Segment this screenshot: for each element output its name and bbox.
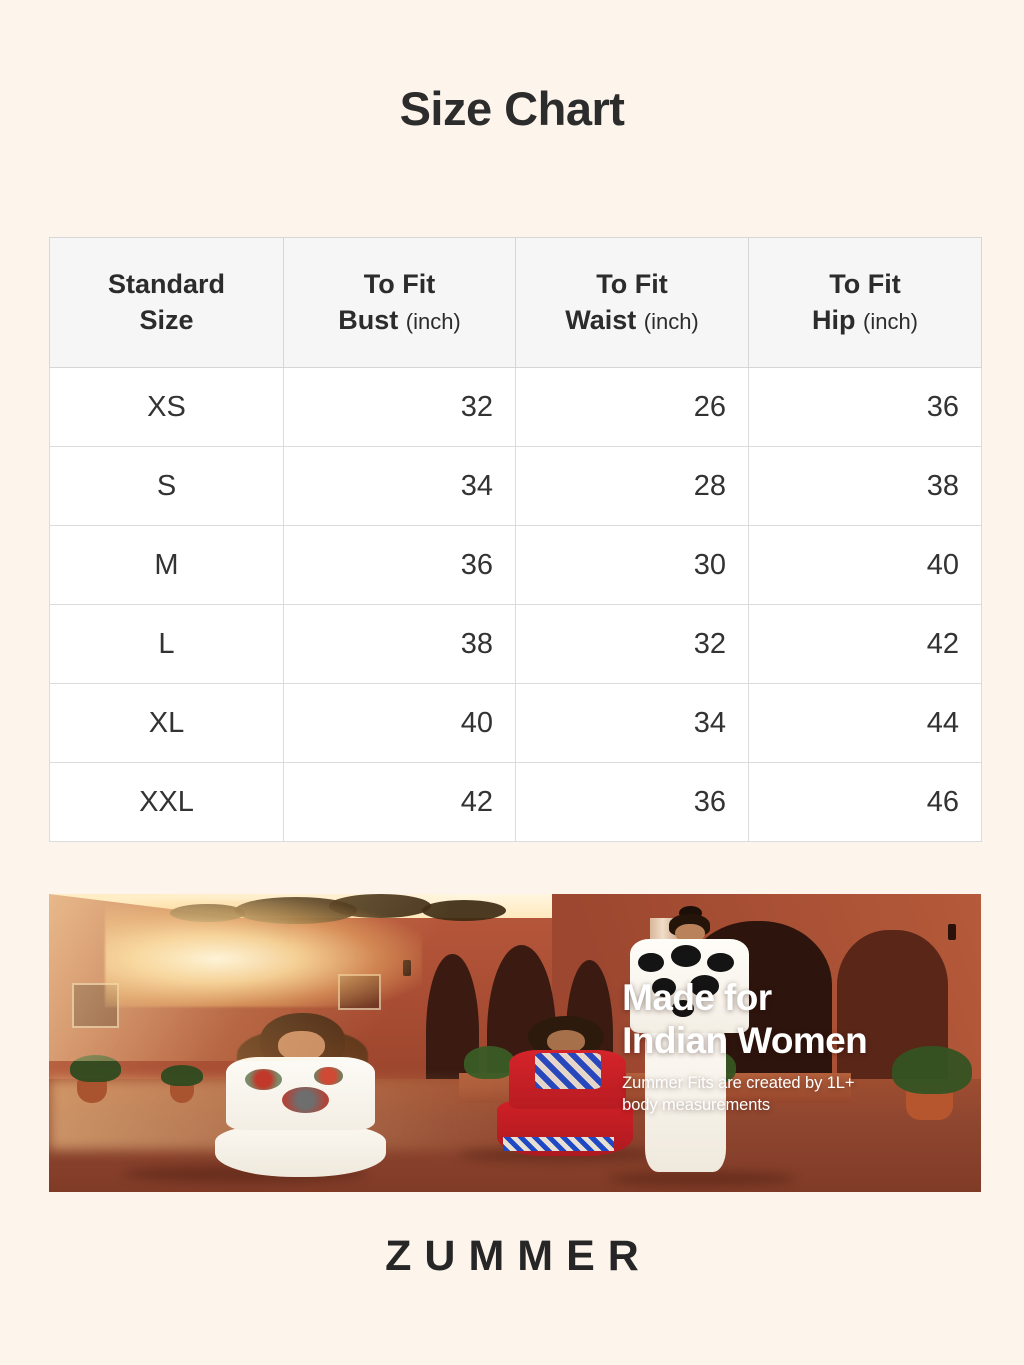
promo-banner[interactable]: Made for Indian Women Zummer Fits are cr… <box>49 894 981 1192</box>
header-unit: (inch) <box>405 308 461 334</box>
cell-hip: 40 <box>748 525 982 605</box>
cell-hip: 44 <box>748 683 982 763</box>
cell-hip: 38 <box>748 446 982 526</box>
size-chart-table-container: Standard Size To Fit Bust (inch) To Fit … <box>49 237 982 842</box>
header-line-2: Hip <box>811 304 856 335</box>
face <box>674 923 705 944</box>
model-standing-right <box>622 905 757 1183</box>
cell-bust: 38 <box>283 604 516 684</box>
cell-waist: 26 <box>515 367 749 447</box>
header-unit: (inch) <box>863 308 919 334</box>
banner-text-block: Made for Indian Women Zummer Fits are cr… <box>622 977 967 1116</box>
table-body: XS 32 26 36 S 34 28 38 M 36 30 40 L 38 3… <box>49 367 982 842</box>
table-row: XXL 42 36 46 <box>49 762 982 842</box>
floral-embroidery <box>689 975 720 998</box>
table-row: XL 40 34 44 <box>49 683 982 763</box>
plant-pot <box>76 1078 107 1103</box>
face <box>547 1030 586 1053</box>
page-title: Size Chart <box>399 82 625 135</box>
header-unit: (inch) <box>643 308 699 334</box>
column-header-hip: To Fit Hip (inch) <box>748 237 982 368</box>
sun-flare <box>49 894 534 1061</box>
cell-waist: 30 <box>515 525 749 605</box>
floral-embroidery <box>651 977 677 998</box>
banner-headline-line-2: Indian Women <box>622 1019 868 1061</box>
table-header-row: Standard Size To Fit Bust (inch) To Fit … <box>49 237 982 368</box>
table-header: Standard Size To Fit Bust (inch) To Fit … <box>49 237 982 368</box>
floral-embroidery <box>672 1000 694 1017</box>
cell-hip: 36 <box>748 367 982 447</box>
cell-waist: 34 <box>515 683 749 763</box>
cell-size: XXL <box>49 762 284 842</box>
cell-size: S <box>49 446 284 526</box>
floral-embroidery <box>707 953 735 973</box>
column-header-standard-size: Standard Size <box>49 237 284 368</box>
header-line-2: Waist <box>565 304 637 335</box>
floral-embroidery <box>313 1067 344 1086</box>
cell-waist: 32 <box>515 604 749 684</box>
header-line-1: To Fit <box>596 268 668 299</box>
cell-size: XS <box>49 367 284 447</box>
column-header-waist: To Fit Waist (inch) <box>515 237 749 368</box>
header-line-1: Standard <box>107 268 226 299</box>
banner-headline-line-1: Made for <box>622 977 772 1019</box>
cell-size: M <box>49 525 284 605</box>
header-line-1: To Fit <box>363 268 436 299</box>
banner-subtext: Zummer Fits are created by 1L+ body meas… <box>622 1073 967 1117</box>
banner-subtext-line-1: Zummer Fits are created by 1L+ <box>622 1073 855 1092</box>
plant-foliage <box>892 1046 972 1094</box>
floral-embroidery <box>670 944 701 967</box>
floral-embroidery <box>638 953 665 973</box>
header-line-1: To Fit <box>829 268 901 299</box>
banner-headline: Made for Indian Women <box>622 977 967 1061</box>
table-row: L 38 32 42 <box>49 604 982 684</box>
cell-hip: 42 <box>748 604 982 684</box>
floral-embroidery <box>244 1068 282 1091</box>
header-line-2: Size <box>139 304 194 335</box>
white-trousers <box>214 1124 387 1178</box>
cell-size: L <box>49 604 284 684</box>
cell-waist: 28 <box>515 446 749 526</box>
cell-hip: 46 <box>748 762 982 842</box>
cell-bust: 32 <box>283 367 516 447</box>
banner-subtext-line-2: body measurements <box>622 1095 770 1114</box>
cast-shadow <box>608 1171 795 1187</box>
table-row: S 34 28 38 <box>49 446 982 526</box>
white-flared-trousers <box>645 1027 727 1172</box>
geometric-yoke <box>534 1052 602 1090</box>
cell-bust: 36 <box>283 525 516 605</box>
cell-bust: 34 <box>283 446 516 526</box>
cell-bust: 42 <box>283 762 516 842</box>
plant-foliage <box>160 1065 203 1087</box>
cell-bust: 40 <box>283 683 516 763</box>
geometric-trim <box>502 1136 614 1151</box>
wall-lamp-icon <box>948 923 957 940</box>
header-line-2: Bust <box>338 304 399 335</box>
banner-background-image <box>49 894 981 1192</box>
floral-embroidery <box>281 1086 329 1114</box>
cell-waist: 36 <box>515 762 749 842</box>
cell-size: XL <box>49 683 284 763</box>
size-chart-table: Standard Size To Fit Bust (inch) To Fit … <box>49 237 982 842</box>
brand-logo[interactable]: ZUMMER <box>385 1232 652 1280</box>
column-header-bust: To Fit Bust (inch) <box>283 237 516 368</box>
plant-pot <box>170 1083 195 1103</box>
table-row: XS 32 26 36 <box>49 367 982 447</box>
table-row: M 36 30 40 <box>49 525 982 605</box>
